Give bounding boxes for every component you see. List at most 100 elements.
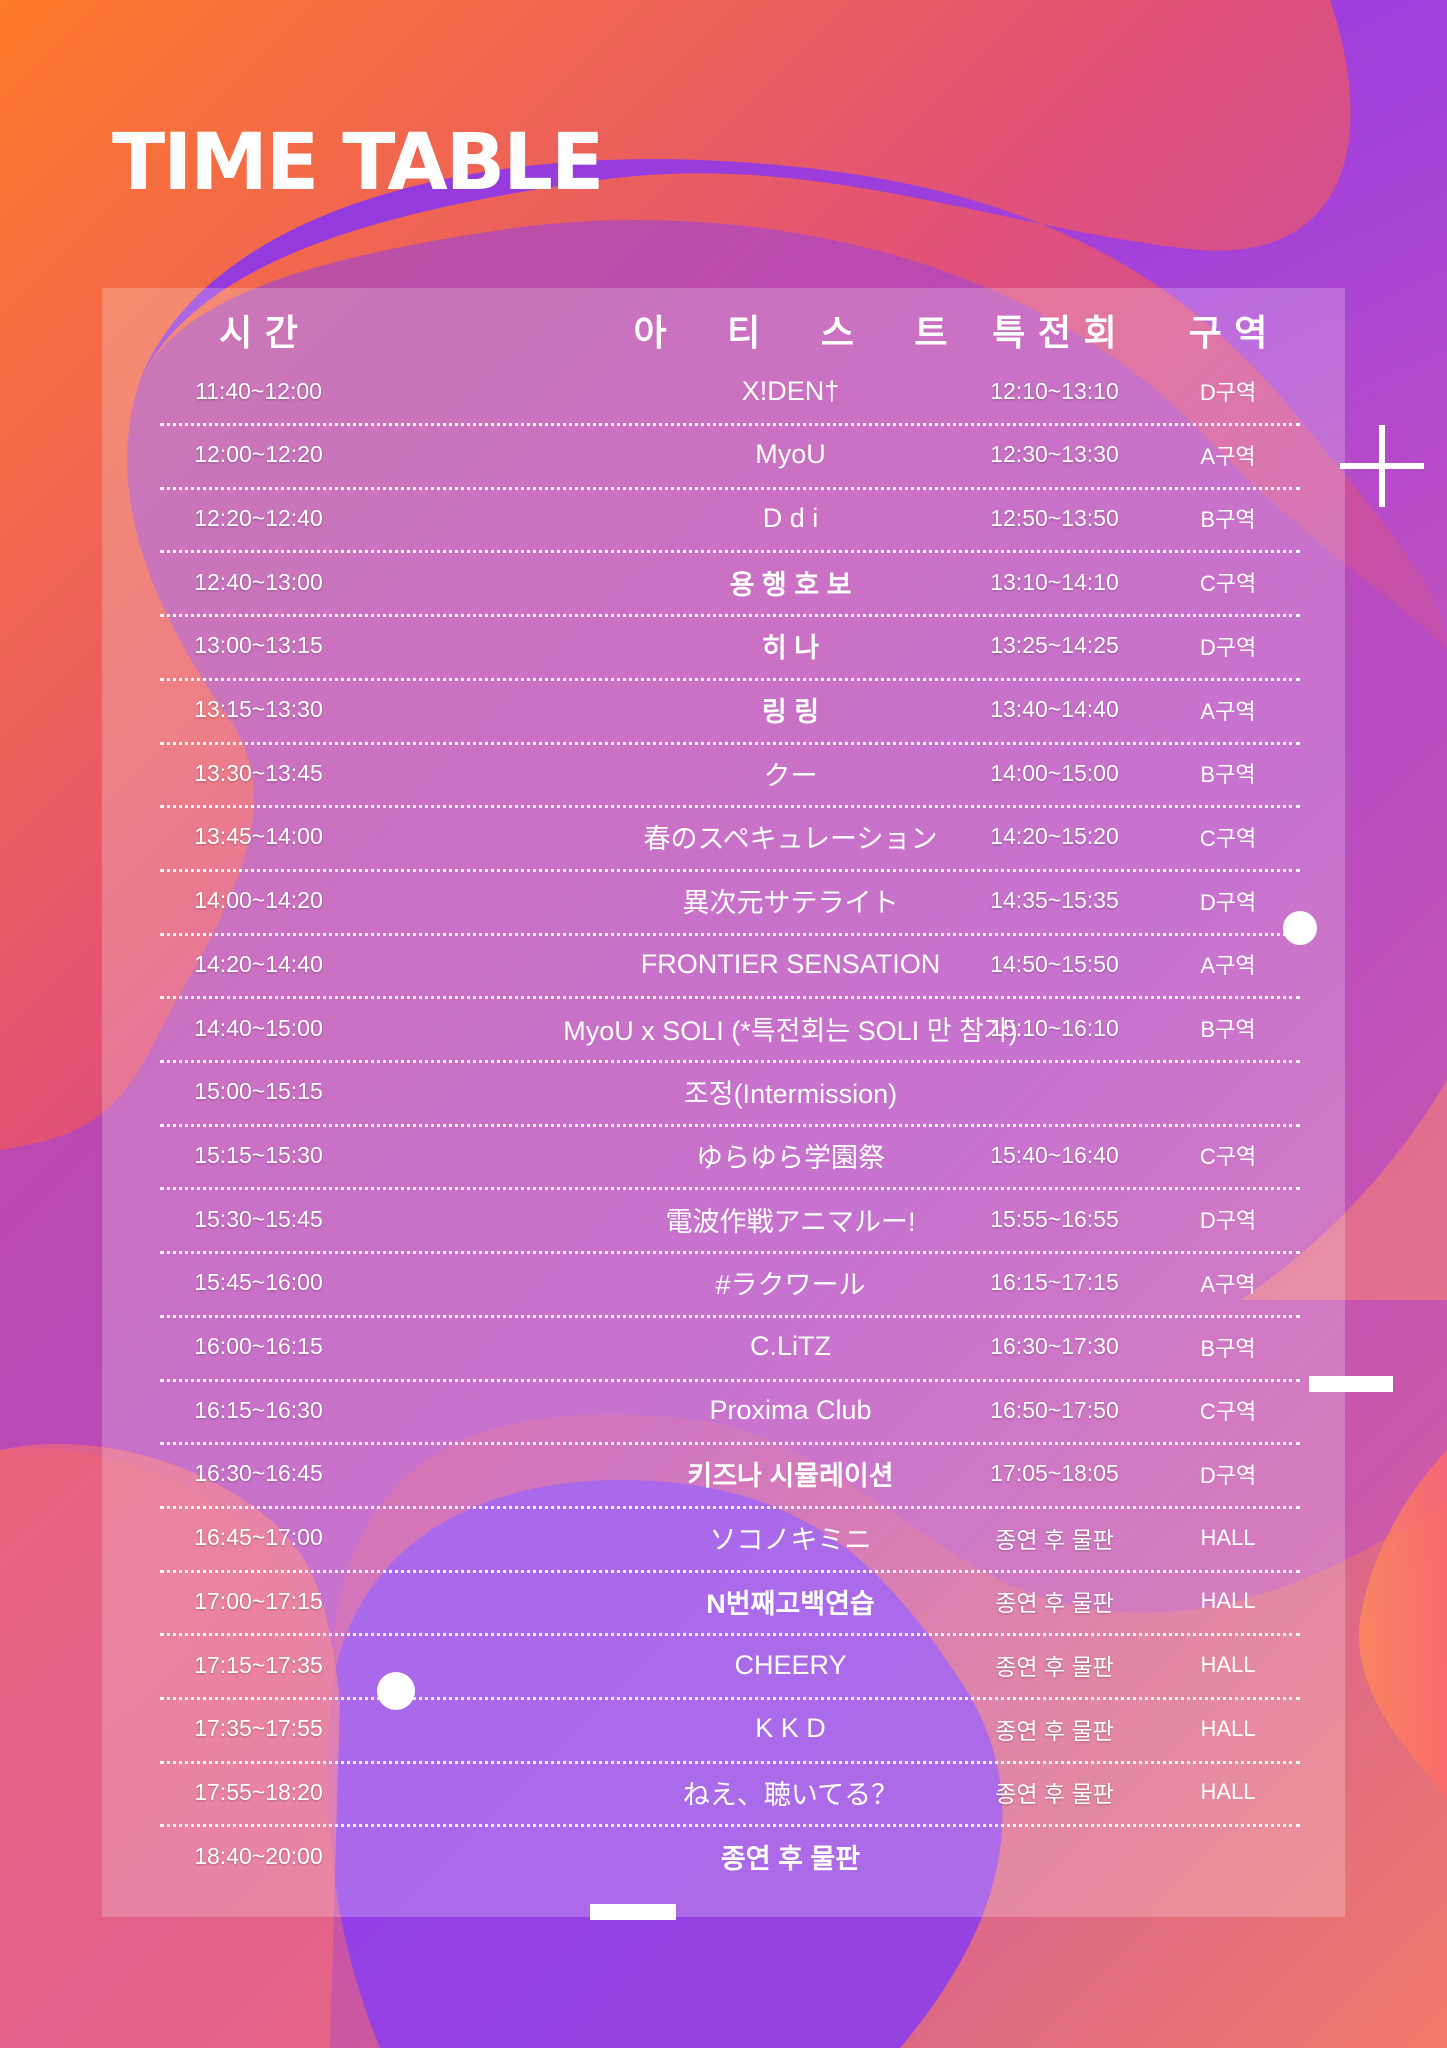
row-divider — [160, 1505, 1300, 1509]
dash-decoration — [1309, 1376, 1393, 1392]
table-row: 15:30~15:45 電波作戦アニマルー! 15:55~16:55 D구역 — [155, 1190, 1300, 1255]
meet-time-cell: 13:40~14:40 — [990, 696, 1119, 722]
time-cell: 17:15~17:35 — [194, 1651, 323, 1678]
artist-cell: N번째고백연습 — [706, 1588, 875, 1619]
time-cell: 16:45~17:00 — [194, 1524, 323, 1551]
row-divider — [160, 932, 1300, 936]
table-row: 13:15~13:30 링 링 13:40~14:40 A구역 — [155, 681, 1300, 745]
meet-time-cell: 15:10~16:10 — [990, 1014, 1119, 1041]
table-row: 12:00~12:20 MyoU 12:30~13:30 A구역 — [155, 426, 1300, 490]
table-row: 11:40~12:00 X!DEN† 12:10~13:10 D구역 — [155, 362, 1300, 426]
meet-time-cell: 종연 후 물판 — [995, 1781, 1114, 1808]
table-row: 13:30~13:45 クー 14:00~15:00 B구역 — [155, 744, 1300, 809]
table-row: 17:00~17:15 N번째고백연습 종연 후 물판 HALL — [155, 1572, 1300, 1637]
row-divider — [160, 1760, 1300, 1764]
zone-cell: D구역 — [1199, 889, 1257, 915]
time-cell: 13:15~13:30 — [194, 696, 323, 722]
meet-time-cell: 15:55~16:55 — [990, 1205, 1119, 1232]
artist-cell: D d i — [762, 502, 819, 533]
artist-cell: 조정(Intermission) — [683, 1079, 898, 1110]
time-cell: 15:15~15:30 — [194, 1141, 323, 1168]
artist-cell: Proxima Club — [709, 1394, 872, 1425]
artist-cell: #ラクワール — [715, 1270, 866, 1301]
table-row: 16:00~16:15 C.LiTZ 16:30~17:30 B구역 — [155, 1318, 1300, 1382]
meet-time-cell: 16:50~17:50 — [990, 1396, 1119, 1423]
zone-cell: HALL — [1200, 1652, 1256, 1677]
row-divider — [160, 1633, 1300, 1637]
zone-cell: B구역 — [1200, 1335, 1256, 1361]
time-cell: 15:00~15:15 — [194, 1078, 323, 1105]
meet-time-cell: 13:10~14:10 — [990, 568, 1119, 595]
artist-cell: X!DEN† — [741, 375, 840, 406]
artist-cell: MyoU x SOLI (*특전회는 SOLI 만 참가) — [563, 1015, 1018, 1046]
artist-cell: 용 행 호 보 — [729, 569, 852, 600]
zone-cell: C구역 — [1199, 1399, 1257, 1425]
meet-time-cell: 12:50~13:50 — [990, 504, 1119, 531]
artist-cell: ねえ、聴いてる？ — [682, 1779, 899, 1810]
row-divider — [160, 1314, 1300, 1318]
row-divider — [160, 1251, 1300, 1255]
table-row: 16:30~16:45 키즈나 시뮬레이션 17:05~18:05 D구역 — [155, 1445, 1300, 1509]
time-cell: 15:45~16:00 — [194, 1269, 323, 1296]
row-divider — [160, 805, 1300, 809]
row-divider — [160, 1697, 1300, 1700]
zone-cell: D구역 — [1199, 634, 1257, 660]
table-row: 14:40~15:00 MyoU x SOLI (*특전회는 SOLI 만 참가)… — [155, 999, 1300, 1063]
meet-time-cell: 12:30~13:30 — [990, 441, 1119, 468]
time-cell: 12:40~13:00 — [194, 568, 323, 595]
artist-cell: 電波作戦アニマルー! — [665, 1206, 916, 1237]
meet-time-cell: 15:40~16:40 — [990, 1141, 1119, 1168]
zone-cell: C구역 — [1199, 825, 1257, 851]
time-cell: 14:40~15:00 — [194, 1014, 323, 1041]
meet-time-cell: 종연 후 물판 — [995, 1526, 1114, 1553]
zone-cell: A구역 — [1200, 953, 1256, 979]
artist-cell: CHEERY — [734, 1649, 847, 1680]
table-row: 13:00~13:15 히 나 13:25~14:25 D구역 — [155, 617, 1300, 681]
table-row: 14:00~14:20 異次元サテライト 14:35~15:35 D구역 — [155, 872, 1300, 936]
zone-cell — [1160, 1063, 1296, 1121]
table-row: 16:45~17:00 ソコノキミニ 종연 후 물판 HALL — [155, 1509, 1300, 1573]
circle-decoration — [1283, 911, 1317, 945]
zone-cell: A구역 — [1200, 443, 1256, 469]
row-divider — [160, 1187, 1300, 1191]
table-row: 16:15~16:30 Proxima Club 16:50~17:50 C구역 — [155, 1381, 1300, 1446]
artist-cell: 異次元サテライト — [682, 888, 899, 919]
time-cell: 14:20~14:40 — [194, 950, 323, 977]
plus-decoration-bar — [1340, 463, 1424, 469]
artist-cell: K K D — [755, 1713, 826, 1744]
row-divider — [160, 1442, 1300, 1446]
meet-time-cell: 12:10~13:10 — [990, 377, 1119, 404]
meet-time-cell: 13:25~14:25 — [990, 632, 1119, 659]
artist-cell: 링 링 — [761, 697, 820, 727]
header-meet: 특 전 회 — [992, 313, 1117, 354]
time-cell: 18:40~20:00 — [194, 1842, 323, 1869]
table-row: 15:00~15:15 조정(Intermission) — [155, 1063, 1300, 1127]
artist-cell: ゆらゆら学園祭 — [696, 1142, 885, 1173]
page-title: TIME TABLE — [112, 118, 604, 208]
timetable-panel — [102, 288, 1345, 1917]
artist-cell: 히 나 — [761, 633, 820, 664]
row-divider — [160, 614, 1300, 618]
artist-cell: 키즈나 시뮬레이션 — [687, 1461, 894, 1492]
time-cell: 11:40~12:00 — [195, 377, 322, 404]
zone-cell: B구역 — [1200, 1017, 1256, 1042]
meet-time-cell: 17:05~18:05 — [990, 1460, 1119, 1487]
table-row: 17:15~17:35 CHEERY 종연 후 물판 HALL — [155, 1636, 1300, 1700]
meet-time-cell: 16:30~17:30 — [990, 1333, 1119, 1359]
zone-cell: D구역 — [1199, 1462, 1257, 1488]
zone-cell: A구역 — [1200, 1271, 1256, 1297]
table-row: 15:45~16:00 #ラクワール 16:15~17:15 A구역 — [155, 1254, 1300, 1318]
row-divider — [160, 996, 1300, 1000]
time-cell: 12:20~12:40 — [194, 504, 323, 531]
artist-cell: クー — [763, 760, 818, 791]
artist-cell: ソコノキミニ — [709, 1525, 872, 1556]
zone-cell: D구역 — [1199, 1208, 1257, 1234]
meet-time-cell: 14:35~15:35 — [990, 887, 1119, 914]
meet-time-cell: 14:50~15:50 — [990, 950, 1119, 977]
artist-cell: 종연 후 물판 — [720, 1843, 861, 1874]
row-divider — [160, 1569, 1300, 1573]
time-cell: 17:35~17:55 — [194, 1715, 323, 1742]
time-cell: 16:00~16:15 — [194, 1333, 323, 1359]
time-cell: 16:15~16:30 — [194, 1396, 323, 1423]
row-divider — [160, 486, 1300, 490]
